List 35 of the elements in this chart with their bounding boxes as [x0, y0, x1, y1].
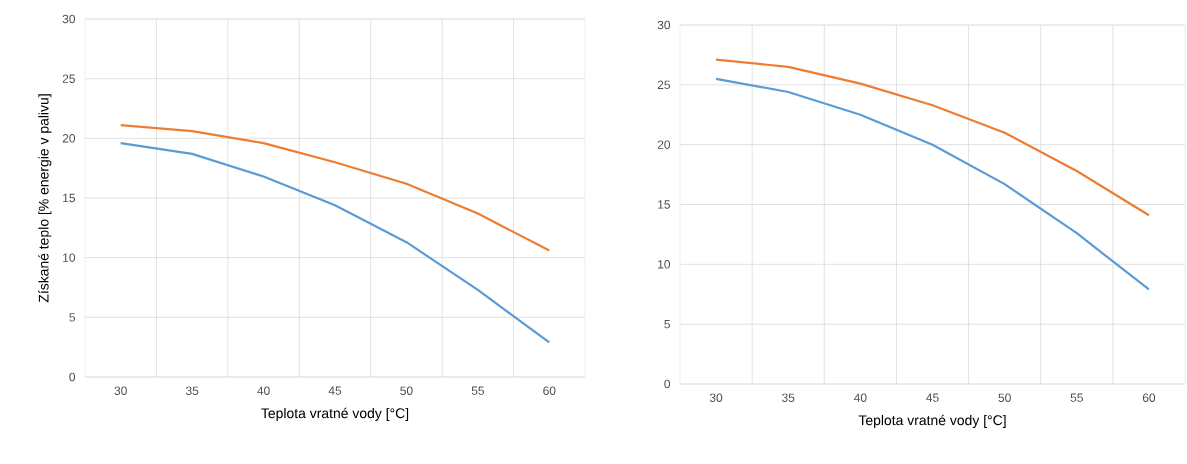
line-series	[714, 58, 1151, 217]
x-tick-label: 50	[400, 386, 413, 395]
y-tick-label: 5	[664, 320, 670, 329]
y-tick-label: 20	[657, 140, 671, 149]
y-tick-label: 15	[658, 200, 670, 209]
y-axis-title: Získané teplo [% energie v palivu]	[38, 94, 52, 303]
x-tick-label: 30	[114, 386, 127, 395]
x-axis-title: Teplota vratné vody [°C]	[858, 414, 1006, 428]
x-tick-label: 45	[926, 393, 939, 402]
y-tick-label: 5	[69, 313, 75, 322]
x-tick-label: 60	[543, 386, 556, 395]
x-tick-label: 35	[185, 386, 199, 395]
x-tick-label: 55	[1070, 393, 1083, 402]
y-tick-label: 15	[63, 193, 75, 203]
x-tick-label: 60	[1142, 393, 1156, 402]
x-axis-title: Teplota vratné vody [°C]	[261, 407, 409, 421]
x-tick-label: 40	[854, 393, 867, 402]
y-tick-label: 20	[62, 134, 76, 143]
x-tick-label: 35	[782, 393, 795, 402]
line-series	[714, 77, 1151, 291]
x-tick-label: 40	[257, 386, 270, 395]
x-tick-label: 50	[998, 393, 1011, 402]
y-tick-label: 25	[62, 74, 75, 83]
y-tick-label: 0	[664, 379, 671, 389]
y-tick-label: 25	[657, 80, 670, 90]
y-tick-label: 30	[657, 20, 671, 30]
y-tick-label: 10	[63, 253, 76, 262]
y-tick-label: 30	[62, 14, 76, 24]
line-series	[119, 124, 551, 252]
y-tick-label: 0	[69, 372, 76, 382]
x-tick-label: 45	[328, 386, 342, 395]
x-tick-label: 30	[709, 393, 723, 402]
x-tick-label: 55	[471, 386, 484, 395]
line-series	[119, 142, 551, 344]
y-tick-label: 10	[658, 260, 671, 269]
